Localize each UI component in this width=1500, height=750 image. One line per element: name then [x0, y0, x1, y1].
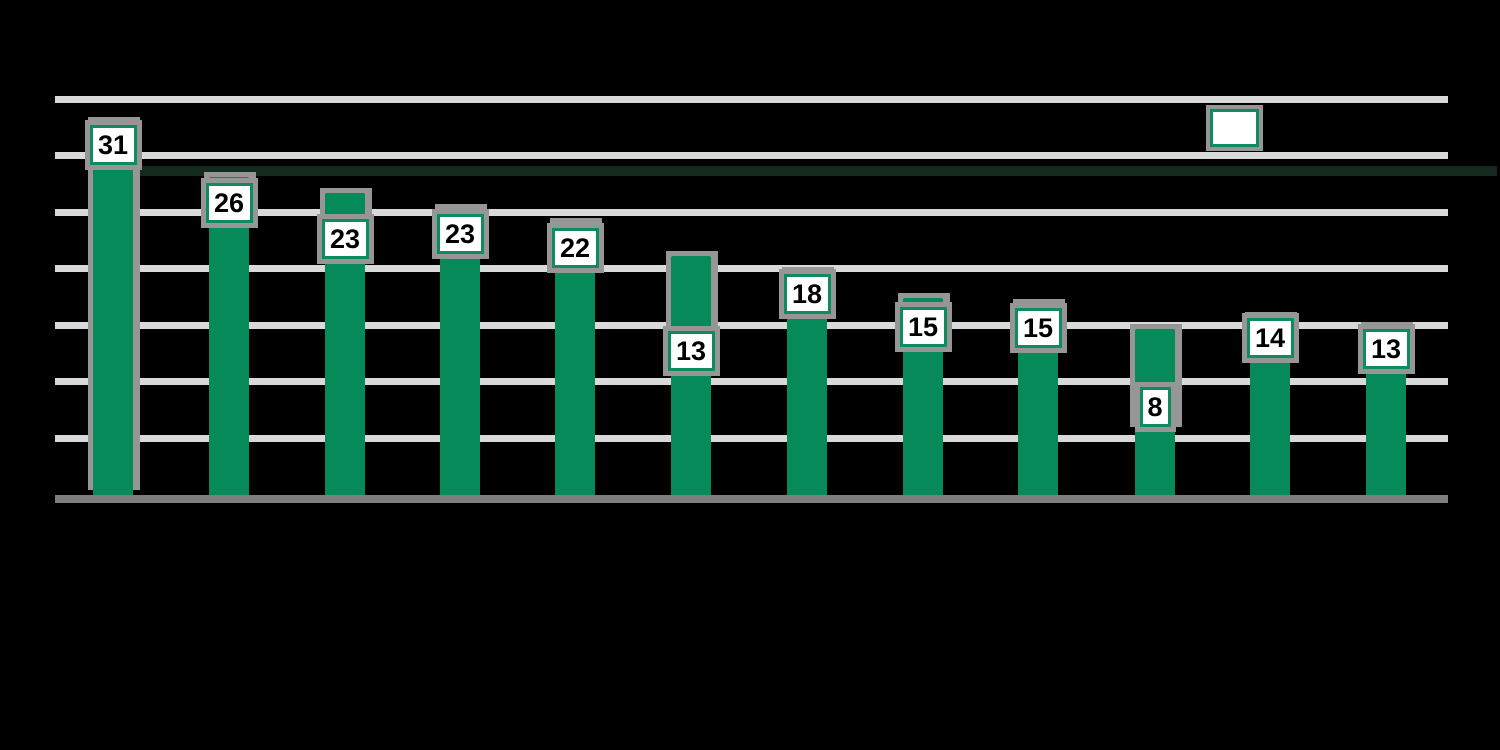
bar-value-label: 15 [1009, 303, 1067, 353]
x-axis-line [55, 495, 1448, 503]
bar-value-label: 15 [894, 302, 952, 352]
artifact-band [135, 166, 1497, 176]
gridline [55, 152, 1448, 159]
bar [555, 223, 595, 495]
gridline [55, 209, 1448, 216]
bar-value-label: 22 [546, 223, 604, 273]
gridline [55, 265, 1448, 272]
gridline [55, 378, 1448, 385]
bar-value-label: 8 [1134, 382, 1176, 432]
bar-value-label: 18 [778, 269, 836, 319]
gridline [55, 435, 1448, 442]
gridline [55, 322, 1448, 329]
bar [440, 209, 480, 495]
bar-value-label: 23 [316, 214, 374, 264]
gridline [55, 96, 1448, 103]
bar-value-label: 14 [1241, 313, 1299, 363]
bar-value-label: 31 [84, 120, 142, 170]
bar [209, 177, 249, 495]
bar [93, 122, 133, 495]
bar-value-label: 13 [662, 326, 720, 376]
legend-swatch [1206, 105, 1263, 151]
bar-value-label: 13 [1357, 324, 1415, 374]
bar-value-label: 26 [200, 178, 258, 228]
bar-value-label: 23 [431, 209, 489, 259]
bar [671, 256, 711, 495]
